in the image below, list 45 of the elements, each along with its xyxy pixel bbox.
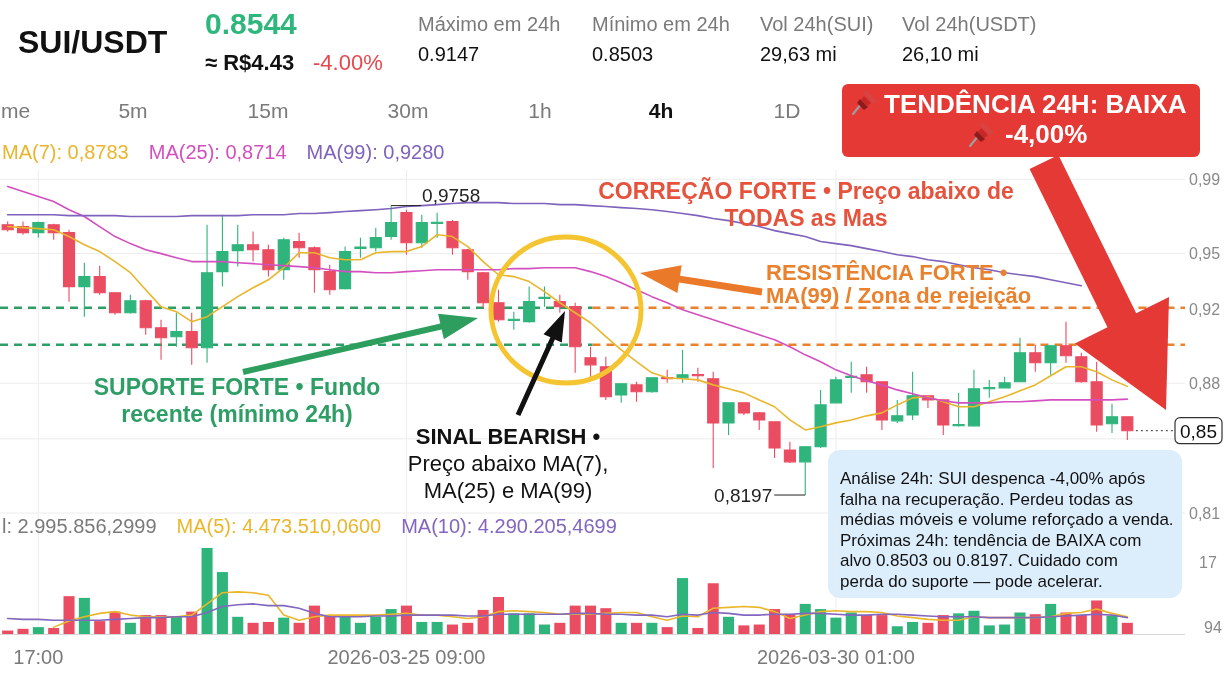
text: MA(5): 4.473.510,0600: [176, 515, 382, 537]
x-tick-label: 17:00: [13, 646, 64, 668]
text: -4.00%: [313, 50, 383, 75]
text: l: 2.995.856,2999: [2, 515, 157, 537]
text: Máximo em 24h: [418, 13, 561, 35]
annotation: Preço abaixo MA(7), MA(25) e MA(99): [407, 451, 609, 503]
annotation: Análise 24h: SUI despenca -4,00% após falha na recuperação. Perdeu todas as médias móveis e volume reforçado a venda. Próximas 24h: tendência de BAIXA com alvo 0.8503 ou 0.8197. Cuidado com perda do suporte — pode acelerar.: [840, 469, 1174, 591]
text: 0.9147: [418, 43, 480, 65]
text: Vol 24h(USDT): [902, 13, 1037, 35]
annotation: 0,8197: [714, 484, 773, 506]
text: me: [1, 99, 31, 122]
y-tick-label: 0,81: [1189, 504, 1221, 522]
y-tick-label: 0,88: [1189, 374, 1221, 392]
text: 4h: [648, 99, 674, 122]
annotation: CORREÇÃO FORTE • Preço abaixo de TODAS as Mas: [598, 177, 1014, 231]
text: MA(7): 0,8783: [2, 141, 129, 163]
ref-line-label: SUPORTE FORTE • Fundo recente (mínimo 24h): [93, 374, 381, 427]
chart-title: SUI/USDT: [18, 24, 168, 60]
text: 15m: [247, 99, 289, 122]
text: 1h: [528, 99, 552, 122]
y-tick-label: 0,92: [1189, 300, 1221, 318]
text: TENDÊNCIA 24H: BAIXA: [884, 89, 1187, 119]
y-tick-label: 0,99: [1189, 170, 1221, 188]
text: 0,85: [1180, 420, 1217, 442]
text: MA(25): 0,8714: [148, 141, 287, 163]
text: -4,00%: [1005, 119, 1088, 149]
text: MA(99): 0,9280: [306, 141, 445, 163]
text: 30m: [387, 99, 429, 122]
annotation: 0,9758: [422, 184, 481, 206]
text: MA(10): 4.290.205,4699: [401, 515, 617, 537]
text: 17: [1199, 554, 1217, 571]
text: 94: [1204, 619, 1222, 636]
text: Vol 24h(SUI): [760, 13, 874, 35]
text: Mínimo em 24h: [592, 13, 730, 35]
x-tick-label: 2026-03-25 09:00: [327, 646, 486, 668]
text: 29,63 mi: [760, 43, 837, 65]
x-tick-label: 2026-03-30 01:00: [756, 646, 915, 668]
text: 5m: [118, 99, 148, 122]
text: 26,10 mi: [902, 43, 979, 65]
text: 0.8503: [592, 43, 654, 65]
text: 1D: [773, 99, 801, 122]
text: 0.8544: [205, 7, 298, 40]
text: ≈ R$4.43: [205, 50, 295, 75]
annotation: SINAL BEARISH •: [415, 424, 601, 449]
y-tick-label: 0,95: [1189, 244, 1221, 262]
